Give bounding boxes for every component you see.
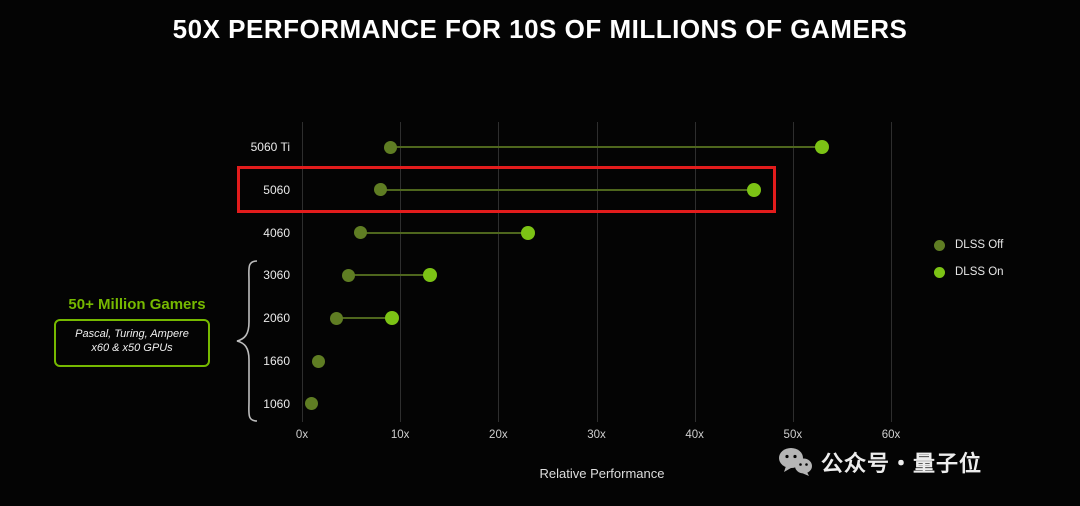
annotation-line-1: Pascal, Turing, Ampere xyxy=(75,328,189,340)
legend-label-dlss-on: DLSS On xyxy=(955,266,1004,278)
legend-item-dlss-on: DLSS On xyxy=(934,263,1004,281)
curly-brace xyxy=(236,260,258,422)
dumbbell-connector xyxy=(390,146,823,148)
x-tick-label: 20x xyxy=(489,429,508,441)
x-tick-label: 50x xyxy=(783,429,803,441)
dot-dlss-on xyxy=(520,225,535,240)
gridline xyxy=(498,122,500,422)
annotation-line-2: x60 & x50 GPUs xyxy=(91,342,173,354)
category-label: 1660 xyxy=(263,354,290,368)
gridline xyxy=(694,122,696,422)
annotation-box: Pascal, Turing, Ampere x60 & x50 GPUs xyxy=(54,319,210,367)
gridline xyxy=(400,122,402,422)
dot-dlss-off xyxy=(312,354,326,368)
page-title: 50X PERFORMANCE FOR 10S OF MILLIONS OF G… xyxy=(172,14,908,44)
watermark: 公众号・量子位 xyxy=(778,446,982,478)
dot-dlss-off xyxy=(354,226,368,240)
dlss-on-dot-icon xyxy=(934,266,945,278)
dot-dlss-off xyxy=(341,268,355,282)
dot-dlss-off xyxy=(374,183,388,197)
highlight-rect xyxy=(237,166,776,214)
dumbbell-connector xyxy=(348,274,430,277)
dot-dlss-on xyxy=(422,268,437,283)
category-label: 5060 xyxy=(263,182,290,197)
dot-dlss-on xyxy=(815,140,830,154)
category-label: 4060 xyxy=(263,225,290,240)
dot-dlss-off xyxy=(383,140,397,154)
x-axis-title: Relative Performance xyxy=(539,466,665,481)
gridline xyxy=(792,122,794,422)
category-label: 3060 xyxy=(263,268,290,283)
x-tick-label: 60x xyxy=(881,429,901,441)
legend-label-dlss-off: DLSS Off xyxy=(955,239,1004,251)
dumbbell-connector xyxy=(336,317,393,320)
dot-dlss-off xyxy=(305,397,319,411)
gridline xyxy=(596,122,598,422)
gridline xyxy=(302,122,303,422)
dot-dlss-on xyxy=(385,311,400,326)
dumbbell-connector xyxy=(360,231,528,234)
category-label: 2060 xyxy=(263,311,290,326)
legend: DLSS Off DLSS On xyxy=(934,236,1004,290)
gridline xyxy=(891,122,892,422)
x-tick-label: 10x xyxy=(390,429,410,441)
watermark-text: 公众号・量子位 xyxy=(821,451,983,476)
x-tick-label: 30x xyxy=(587,429,606,441)
dot-dlss-off xyxy=(329,311,343,325)
x-tick-label: 40x xyxy=(685,429,704,441)
dot-dlss-on xyxy=(746,182,761,197)
category-label: 5060 Ti xyxy=(250,140,290,154)
annotation-heading: 50+ Million Gamers xyxy=(68,296,206,313)
dumbbell-connector xyxy=(380,188,754,191)
dlss-off-dot-icon xyxy=(934,239,945,251)
category-label: 1060 xyxy=(263,396,290,411)
legend-item-dlss-off: DLSS Off xyxy=(934,236,1004,254)
x-tick-label: 0x xyxy=(295,429,309,441)
wechat-icon xyxy=(779,448,812,476)
